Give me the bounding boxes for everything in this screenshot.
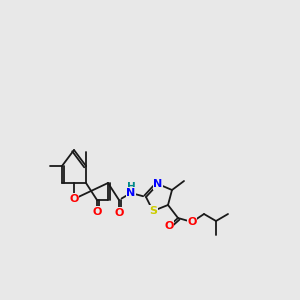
Text: O: O (164, 221, 174, 231)
Text: N: N (153, 179, 163, 189)
Text: H: H (127, 182, 135, 192)
Text: O: O (187, 217, 197, 227)
Text: O: O (92, 207, 102, 217)
Text: O: O (69, 194, 79, 204)
Text: S: S (149, 206, 157, 216)
Text: N: N (126, 188, 136, 198)
Text: O: O (114, 208, 124, 218)
